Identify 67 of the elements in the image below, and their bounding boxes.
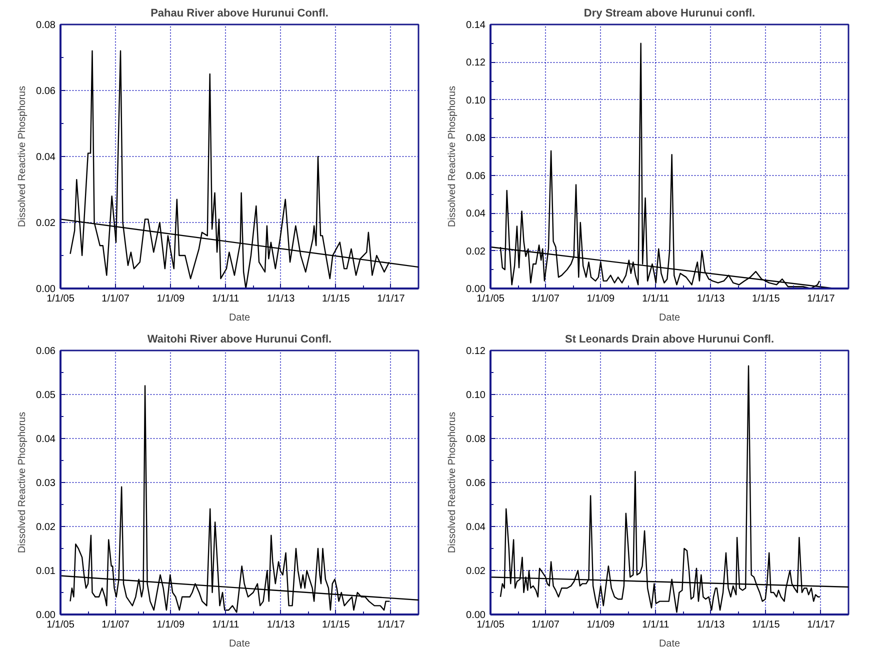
- x-axis-title: Date: [228, 312, 250, 324]
- y-tick-label: 0.00: [36, 610, 56, 621]
- x-tick-label: 1/1/07: [102, 620, 130, 630]
- y-tick-label: 0.08: [466, 434, 486, 445]
- y-tick-label: 0.00: [466, 610, 486, 621]
- x-tick-label: 1/1/09: [156, 620, 185, 630]
- y-tick-label: 0.04: [36, 434, 56, 445]
- y-tick-label: 0.10: [466, 390, 486, 401]
- y-tick-label: 0.12: [466, 346, 486, 357]
- x-tick-label: 1/1/13: [266, 620, 296, 630]
- y-tick-label: 0.04: [36, 152, 56, 163]
- x-tick-label: 1/1/15: [322, 294, 350, 304]
- y-tick-label: 0.10: [466, 95, 486, 106]
- x-tick-label: 1/1/11: [642, 620, 670, 630]
- y-axis-title: Dissolved Reactive Phosphorus: [17, 412, 28, 554]
- chart-title: Dry Stream above Hurunui confl.: [584, 8, 756, 20]
- chart-title: Waitohi River above Hurunui Confl.: [147, 334, 332, 346]
- x-axis-title: Date: [658, 312, 680, 324]
- x-tick-label: 1/1/17: [807, 294, 836, 304]
- x-tick-label: 1/1/13: [696, 294, 726, 304]
- y-axis-title: Dissolved Reactive Phosphorus: [447, 412, 458, 554]
- y-tick-label: 0.04: [466, 208, 486, 220]
- x-tick-label: 1/1/11: [212, 294, 240, 304]
- y-tick-label: 0.02: [36, 218, 56, 229]
- x-tick-label: 1/1/07: [532, 294, 560, 304]
- x-tick-label: 1/1/15: [322, 620, 350, 630]
- chart-title: Pahau River above Hurunui Confl.: [150, 8, 328, 20]
- y-tick-label: 0.06: [36, 346, 56, 357]
- x-tick-label: 1/1/17: [807, 620, 836, 630]
- y-axis-title: Dissolved Reactive Phosphorus: [17, 86, 28, 228]
- y-tick-label: 0.05: [36, 390, 56, 401]
- y-tick-label: 0.08: [36, 20, 56, 31]
- y-axis-title: Dissolved Reactive Phosphorus: [447, 86, 458, 228]
- x-tick-label: 1/1/05: [46, 620, 75, 630]
- x-tick-label: 1/1/17: [377, 620, 406, 630]
- x-axis-title: Date: [658, 638, 680, 650]
- y-tick-label: 0.00: [466, 284, 486, 295]
- y-tick-label: 0.01: [36, 566, 56, 577]
- x-tick-label: 1/1/09: [586, 294, 615, 304]
- y-tick-label: 0.02: [466, 566, 486, 577]
- x-tick-label: 1/1/05: [476, 620, 505, 630]
- x-tick-label: 1/1/05: [476, 294, 505, 304]
- y-tick-label: 0.02: [466, 246, 486, 258]
- y-tick-label: 0.08: [466, 133, 486, 144]
- x-tick-label: 1/1/13: [266, 294, 296, 304]
- y-tick-label: 0.06: [36, 86, 56, 97]
- chart-title: St Leonards Drain above Hurunui Confl.: [564, 334, 774, 346]
- y-tick-label: 0.14: [466, 20, 486, 31]
- y-tick-label: 0.03: [36, 478, 56, 489]
- x-axis-title: Date: [228, 638, 250, 650]
- x-tick-label: 1/1/07: [532, 620, 560, 630]
- x-tick-label: 1/1/11: [212, 620, 240, 630]
- x-tick-label: 1/1/07: [102, 294, 130, 304]
- x-tick-label: 1/1/15: [752, 294, 780, 304]
- y-tick-label: 0.02: [36, 522, 56, 533]
- x-tick-label: 1/1/05: [46, 294, 75, 304]
- x-tick-label: 1/1/11: [642, 294, 670, 304]
- y-tick-label: 0.12: [466, 58, 486, 69]
- x-tick-label: 1/1/09: [586, 620, 615, 630]
- x-tick-label: 1/1/09: [156, 294, 185, 304]
- y-tick-label: 0.06: [466, 478, 486, 489]
- x-tick-label: 1/1/13: [696, 620, 726, 630]
- y-tick-label: 0.06: [466, 170, 486, 182]
- y-tick-label: 0.04: [466, 522, 486, 533]
- y-tick-label: 0.00: [36, 284, 56, 295]
- x-tick-label: 1/1/15: [752, 620, 780, 630]
- x-tick-label: 1/1/17: [377, 294, 406, 304]
